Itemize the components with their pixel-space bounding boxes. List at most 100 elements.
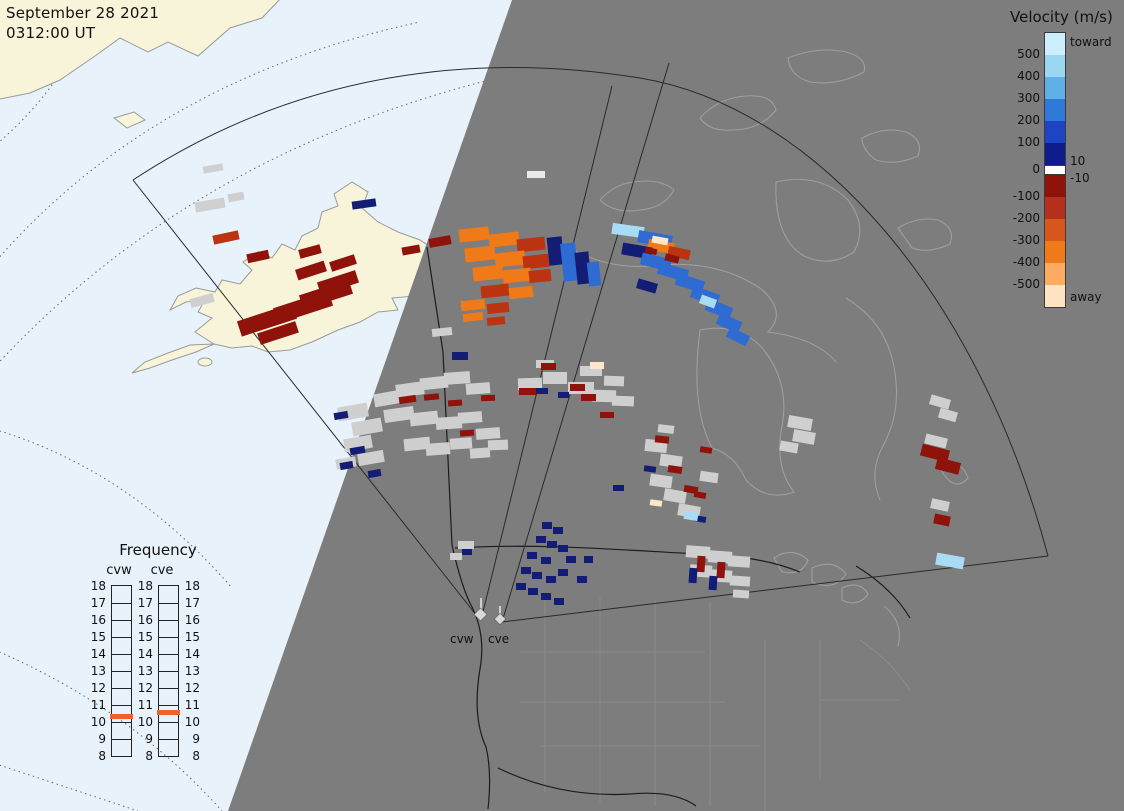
frequency-rung [159,721,178,723]
frequency-rung [112,738,131,740]
kodiak-island [197,357,213,367]
velocity-threshold-neg: -10 [1070,171,1090,185]
frequency-tick: 11 [90,698,106,712]
frequency-rung [159,636,178,638]
day-land [0,0,445,374]
frequency-tick: 15 [184,630,200,644]
frequency-tick: 13 [137,664,153,678]
toward-label: toward [1070,35,1112,49]
frequency-tick: 14 [90,647,106,661]
colorbar-segment-away [1045,197,1065,219]
frequency-tick: 10 [184,715,200,729]
frequency-rung [112,619,131,621]
alaska-peninsula [131,343,215,374]
frequency-marker-cvw [110,713,133,719]
frequency-tick: 17 [184,596,200,610]
frequency-legend: Frequency cvw cve 18 17 16 15 14 13 12 11 10 9 8 18… [88,541,238,763]
velocity-tick: 300 [1017,91,1040,105]
coastlines [559,49,969,647]
frequency-tick: 18 [90,579,106,593]
velocity-colorbar-bar [1044,32,1066,308]
state-borders [520,598,911,811]
colorbar-zero-gap [1045,165,1065,175]
timestamp: September 28 2021 0312:00 UT [6,4,159,43]
frequency-tick: 10 [137,715,153,729]
frequency-tick: 8 [192,749,200,763]
frequency-column-labels: cvw cve [88,563,238,583]
colorbar-segment-toward [1045,77,1065,99]
velocity-tick: 200 [1017,113,1040,127]
frequency-rung [112,636,131,638]
frequency-tick-column: 18 17 16 15 14 13 12 11 10 9 8 [182,579,202,763]
frequency-tick: 12 [90,681,106,695]
colorbar-segment-away [1045,285,1065,307]
frequency-tick: 13 [90,664,106,678]
frequency-tick: 14 [184,647,200,661]
frequency-scale-cvw [110,585,133,757]
colorbar-segment-away [1045,241,1065,263]
frequency-scales: 18 17 16 15 14 13 12 11 10 9 8 18 17 16 15 14 13 12 11 10 9 8… [88,579,238,763]
colorbar-segment-toward [1045,33,1065,55]
frequency-rung [112,704,131,706]
frequency-tick: 10 [90,715,106,729]
siberia-landmass [0,0,280,100]
island [112,111,146,129]
frequency-tick: 12 [137,681,153,695]
colorbar-segment-toward [1045,143,1065,165]
frequency-column-label-cvw: cvw [106,563,132,578]
velocity-tick: -300 [1012,233,1040,247]
frequency-tick: 8 [145,749,153,763]
frequency-rung [159,687,178,689]
frequency-tick: 9 [192,732,200,746]
velocity-tick: -200 [1012,211,1040,225]
frequency-tick-column: 18 17 16 15 14 13 12 11 10 9 8 [135,579,155,763]
frequency-tick: 16 [137,613,153,627]
frequency-rung [159,704,178,706]
frequency-legend-title: Frequency [119,541,197,559]
radar-site-marker [473,598,507,626]
frequency-rung [159,653,178,655]
frequency-tick: 17 [90,596,106,610]
frequency-column-label-cve: cve [150,563,174,578]
velocity-threshold-pos: 10 [1070,154,1086,168]
colorbar-segment-toward [1045,55,1065,77]
radar-label-cvw: cvw [450,632,474,646]
frequency-tick: 16 [90,613,106,627]
velocity-tick: 400 [1017,69,1040,83]
frequency-rung [112,670,131,672]
frequency-tick: 15 [90,630,106,644]
velocity-legend: Velocity (m/s) 500 400 300 200 100 0 -100 -200 -… [1000,8,1124,322]
colorbar-segment-toward [1045,121,1065,143]
velocity-tick: -100 [1012,189,1040,203]
frequency-rung [159,602,178,604]
velocity-tick: -400 [1012,255,1040,269]
velocity-legend-title: Velocity (m/s) [1010,8,1113,26]
frequency-rung [159,738,178,740]
frequency-rung [159,619,178,621]
country-borders [426,246,911,810]
frequency-rung [112,653,131,655]
colorbar-segment-toward [1045,99,1065,121]
frequency-rung [112,602,131,604]
frequency-tick: 18 [184,579,200,593]
velocity-colorbar: 500 400 300 200 100 0 -100 -200 -300 -400 -500 towa… [1000,32,1124,322]
frequency-tick: 12 [184,681,200,695]
frequency-marker-cve [157,710,180,716]
velocity-tick: -500 [1012,277,1040,291]
frequency-tick: 15 [137,630,153,644]
night-region [228,0,1124,811]
frequency-tick: 8 [98,749,106,763]
frequency-tick: 17 [137,596,153,610]
frequency-rung [159,670,178,672]
frequency-tick: 13 [184,664,200,678]
frequency-tick: 11 [137,698,153,712]
velocity-tick-zero: 0 [1032,162,1040,176]
frequency-rung [112,721,131,723]
colorbar-segment-away [1045,175,1065,197]
frequency-tick: 9 [145,732,153,746]
frequency-tick-column: 18 17 16 15 14 13 12 11 10 9 8 [88,579,108,763]
radar-label-cve: cve [488,632,510,646]
frequency-tick: 11 [184,698,200,712]
time-label: 0312:00 UT [6,23,96,42]
